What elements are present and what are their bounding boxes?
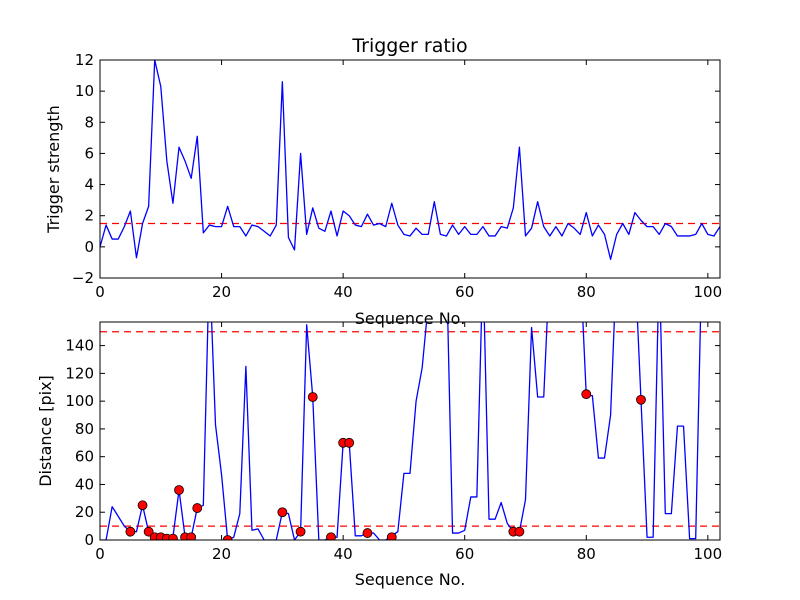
series-line	[100, 322, 702, 540]
y-tick-label: −2	[72, 269, 94, 287]
y-tick-label: 20	[75, 503, 94, 521]
data-point-marker	[581, 389, 592, 400]
data-point-marker	[344, 437, 355, 448]
data-point-marker	[168, 533, 178, 540]
y-axis-label: Trigger strength	[44, 105, 63, 234]
data-point-marker	[222, 535, 233, 540]
data-point-marker	[326, 532, 336, 540]
y-tick-label: 80	[75, 420, 94, 438]
x-tick-label: 20	[212, 545, 231, 563]
series-line	[100, 60, 720, 260]
x-tick-label: 60	[455, 283, 474, 301]
axes-frame	[99, 59, 721, 279]
y-tick-label: 120	[65, 364, 94, 382]
y-tick-label: 6	[84, 144, 94, 162]
tick-group: 0 20 40 60 80 100 0 20 40 60 80 100 120 140	[65, 322, 722, 563]
data-point-marker	[137, 500, 148, 511]
x-tick-label: 40	[334, 545, 353, 563]
x-axis-label: Sequence No.	[355, 309, 466, 328]
x-tick-label: 0	[95, 283, 105, 301]
x-tick-label: 40	[334, 283, 353, 301]
y-tick-label: 100	[65, 392, 94, 410]
data-point-marker	[143, 526, 154, 537]
x-axis-label: Sequence No.	[355, 570, 466, 589]
y-tick-label: 140	[65, 337, 94, 355]
axes-frame	[99, 321, 721, 541]
data-point-marker	[307, 392, 318, 402]
x-tick-label: 80	[577, 545, 596, 563]
data-point-marker	[636, 394, 646, 405]
y-tick-label: 0	[84, 531, 94, 549]
data-point-marker	[174, 485, 184, 495]
subplot-distance: 0 20 40 60 80 100 0 20 40 60 80 100 120 140 Sequence …	[36, 321, 722, 589]
y-tick-label: 40	[75, 475, 94, 493]
y-tick-label: 10	[75, 82, 94, 100]
chart-title: Trigger ratio	[351, 35, 467, 57]
data-point-marker	[386, 532, 397, 540]
y-tick-label: 8	[84, 113, 94, 131]
clipped-plot	[100, 322, 720, 540]
data-point-marker	[186, 532, 197, 540]
y-tick-label: 12	[75, 51, 94, 69]
data-point-marker	[277, 507, 288, 518]
x-tick-label: 0	[95, 545, 105, 563]
plot-area	[100, 322, 720, 540]
clipped-plot	[100, 60, 720, 260]
y-tick-label: 0	[84, 238, 94, 256]
y-tick-label: 60	[75, 448, 94, 466]
y-tick-label: 2	[84, 207, 94, 225]
x-tick-label: 20	[212, 283, 231, 301]
data-point-marker	[514, 526, 525, 537]
data-point-marker	[125, 526, 136, 537]
data-point-marker	[362, 528, 373, 538]
x-tick-label: 100	[694, 283, 723, 301]
x-tick-label: 80	[577, 283, 596, 301]
x-tick-label: 100	[694, 545, 723, 563]
plot-area	[100, 60, 720, 260]
x-tick-label: 60	[455, 545, 474, 563]
y-axis-label: Distance [pix]	[36, 375, 55, 487]
data-point-marker	[192, 503, 203, 513]
data-point-marker	[295, 526, 306, 537]
y-tick-label: 4	[84, 176, 94, 194]
